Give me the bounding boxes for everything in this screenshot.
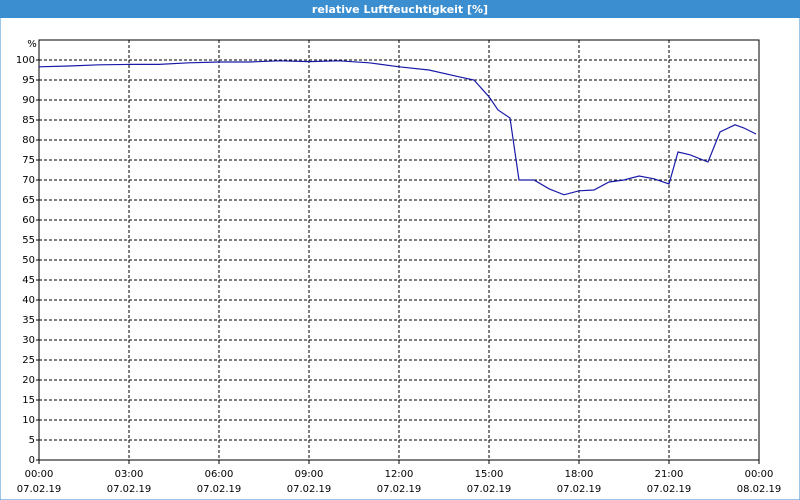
y-tick-label: 60 [22, 215, 35, 226]
x-tick-date: 07.02.19 [647, 484, 692, 495]
x-tick-label: 06:00 [205, 469, 234, 480]
y-tick-label: 65 [22, 195, 35, 206]
x-tick-label: 21:00 [655, 469, 684, 480]
y-tick-label: 35 [22, 315, 35, 326]
y-tick-label: 80 [22, 135, 35, 146]
x-tick-date: 07.02.19 [467, 484, 512, 495]
y-tick-label: 30 [22, 335, 35, 346]
y-tick-label: 75 [22, 155, 35, 166]
y-tick-label: 10 [22, 415, 35, 426]
x-tick-date: 07.02.19 [197, 484, 242, 495]
x-tick-label: 18:00 [565, 469, 594, 480]
title-bar [0, 0, 800, 18]
x-tick-label: 15:00 [475, 469, 504, 480]
y-tick-label: 40 [22, 295, 35, 306]
x-tick-date: 07.02.19 [377, 484, 422, 495]
x-tick-label: 00:00 [25, 469, 54, 480]
y-axis-label: % [27, 39, 37, 50]
y-tick-label: 50 [22, 255, 35, 266]
x-tick-label: 03:00 [115, 469, 144, 480]
y-tick-label: 5 [29, 435, 35, 446]
x-tick-label: 09:00 [295, 469, 324, 480]
y-tick-label: 15 [22, 395, 35, 406]
x-tick-date: 08.02.19 [737, 484, 782, 495]
y-tick-label: 85 [22, 115, 35, 126]
x-tick-date: 07.02.19 [107, 484, 152, 495]
y-tick-label: 25 [22, 355, 35, 366]
x-tick-label: 12:00 [385, 469, 414, 480]
x-tick-date: 07.02.19 [287, 484, 332, 495]
y-tick-label: 0 [29, 455, 35, 466]
y-tick-label: 70 [22, 175, 35, 186]
y-tick-label: 100 [16, 55, 35, 66]
x-tick-label: 00:00 [745, 469, 774, 480]
y-tick-label: 20 [22, 375, 35, 386]
chart-title: relative Luftfeuchtigkeit [%] [312, 3, 488, 16]
x-tick-date: 07.02.19 [557, 484, 602, 495]
y-tick-label: 95 [22, 75, 35, 86]
x-tick-date: 07.02.19 [17, 484, 62, 495]
y-tick-label: 55 [22, 235, 35, 246]
y-tick-label: 45 [22, 275, 35, 286]
y-tick-label: 90 [22, 95, 35, 106]
line-series [38, 60, 757, 196]
